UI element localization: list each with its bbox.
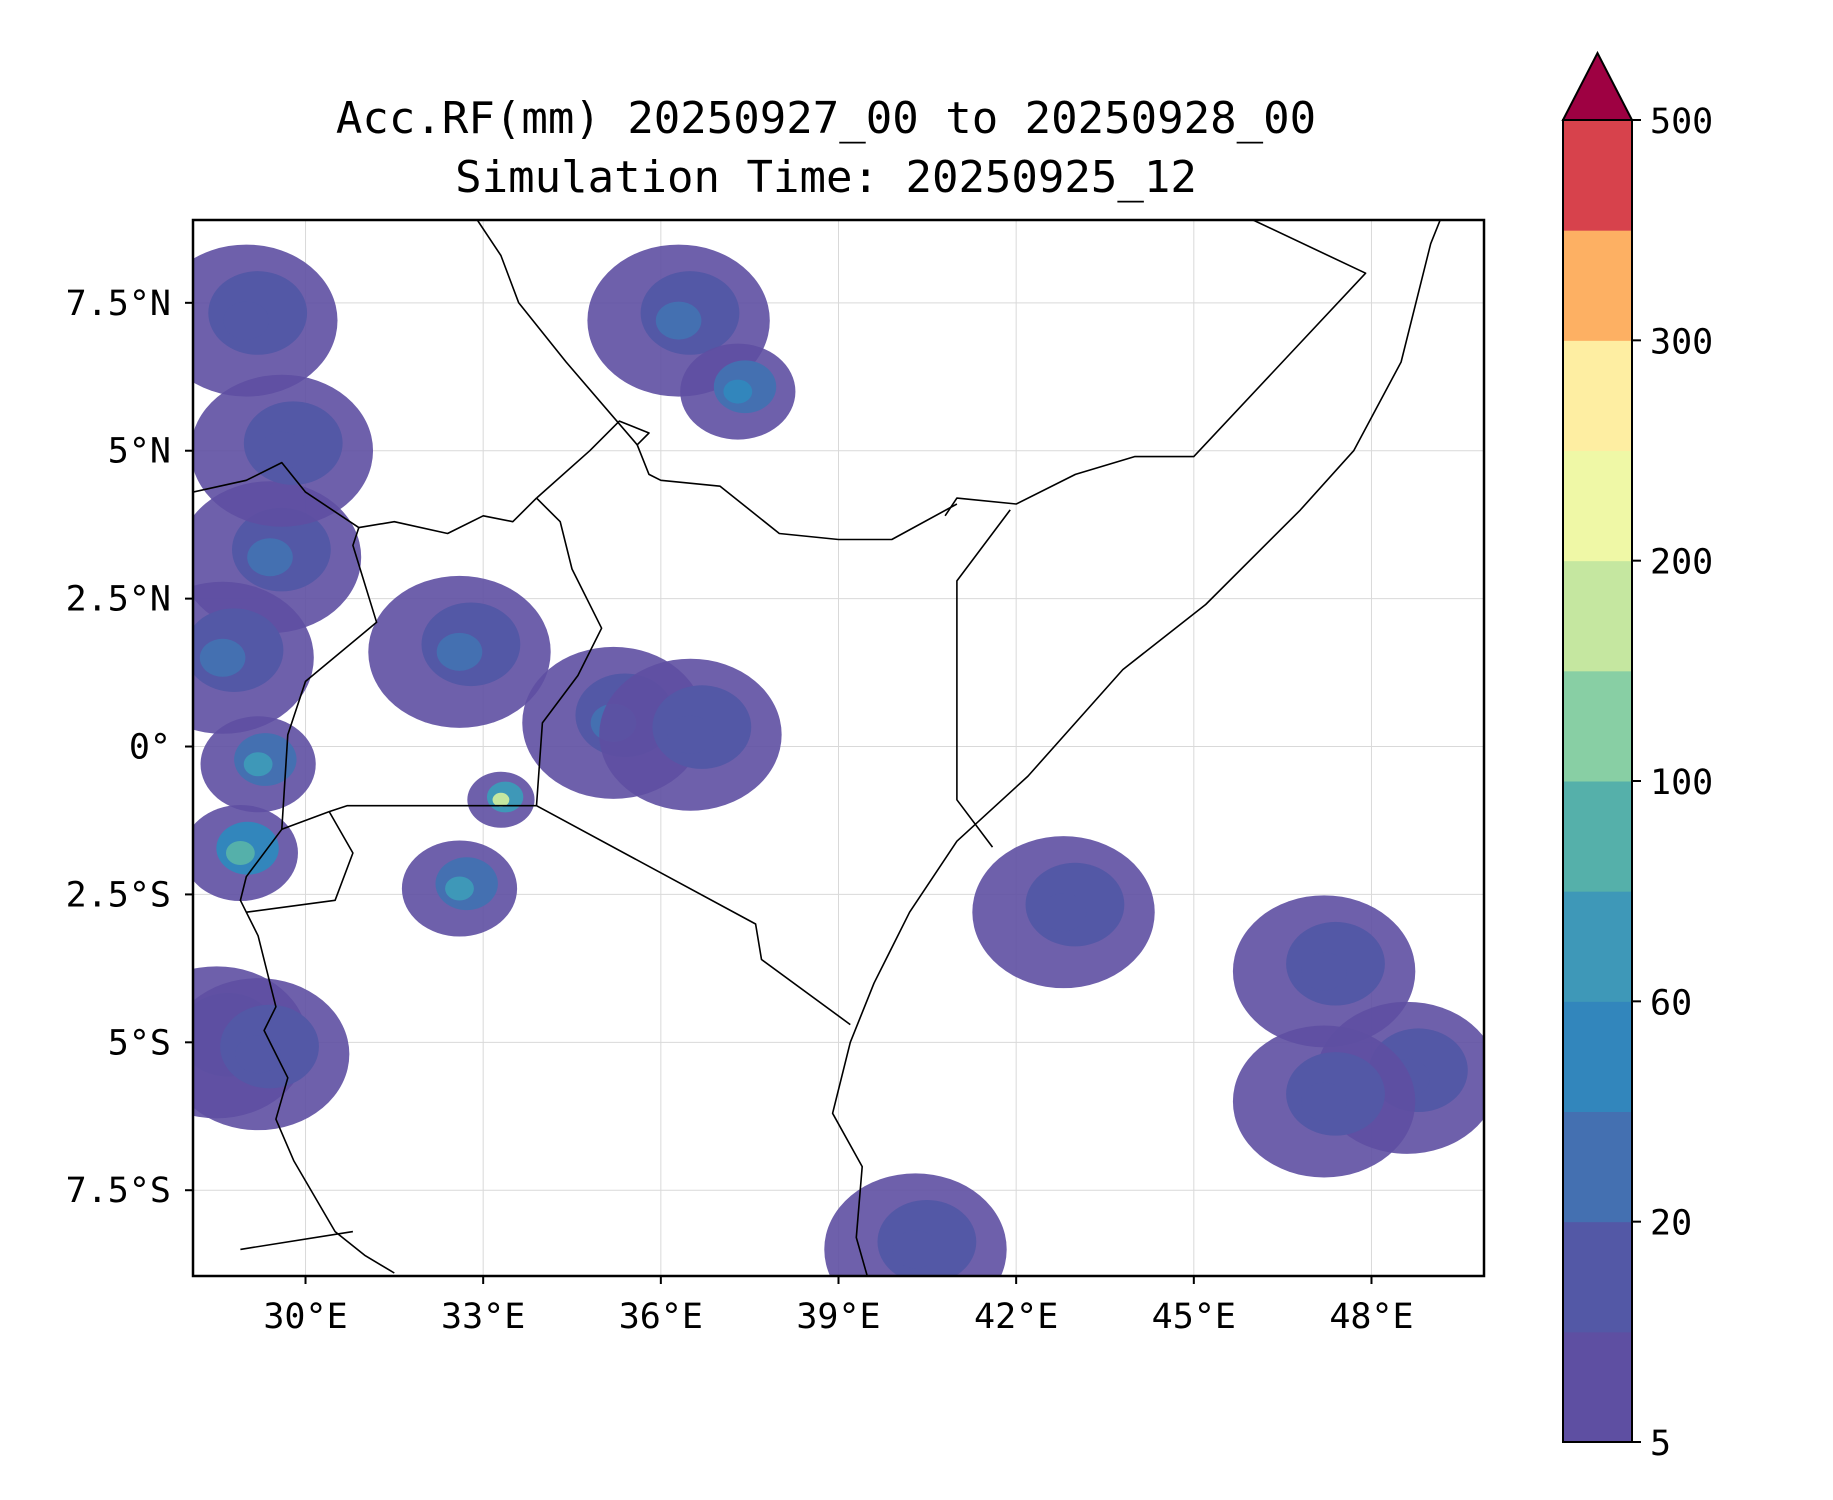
colorbar-segment — [1563, 1001, 1632, 1112]
colorbar-segment — [1563, 1221, 1632, 1333]
x-tick-label: 48°E — [1329, 1297, 1413, 1337]
rain-area-core — [1301, 952, 1347, 991]
rainfall-layer — [193, 244, 1484, 1276]
colorbar-extend-arrow — [1561, 50, 1634, 121]
border-kenya-uganda — [535, 497, 603, 806]
rain-area-core — [225, 841, 255, 866]
border-tz-zambia — [240, 1230, 354, 1251]
colorbar-tick-label: 300 — [1650, 322, 1713, 362]
colorbar-tick-label: 60 — [1650, 983, 1692, 1023]
rain-area-core — [1040, 893, 1087, 932]
border-rwanda-burundi — [245, 811, 395, 1274]
chart-subtitle: Simulation Time: 20250925_12 — [455, 152, 1197, 203]
rain-area-core — [723, 379, 753, 404]
rain-area-core — [199, 638, 246, 677]
rain-area-core — [235, 1035, 281, 1074]
y-tick-label: 2.5°S — [66, 875, 171, 915]
colorbar-segment — [1563, 230, 1632, 341]
y-tick-label: 5°S — [108, 1023, 171, 1063]
colorbar-tick-label: 500 — [1650, 102, 1713, 142]
colorbar-segment — [1563, 340, 1632, 451]
border-ssudan-drc — [193, 461, 360, 529]
chart-title: Acc.RF(mm) 20250927_00 to 20250928_00 — [336, 93, 1316, 144]
border-uganda-tanzania — [328, 804, 537, 813]
border-coastline — [831, 220, 1442, 1276]
rain-area-core — [259, 431, 305, 470]
colorbar-segment — [1563, 120, 1632, 231]
rain-area-core — [1301, 1082, 1347, 1121]
border-rwanda-w — [239, 828, 283, 913]
y-axis: 7.5°N 5°N 2.5°N 0° 2.5°S 5°S 7.5°S — [66, 284, 193, 1211]
x-tick-label: 42°E — [974, 1297, 1058, 1337]
x-tick-label: 30°E — [263, 1297, 347, 1337]
border-kenya-tanzania — [536, 804, 851, 1026]
colorbar-segment — [1563, 781, 1632, 892]
colorbar-segment — [1563, 670, 1632, 782]
border-somalia-ethiopia — [944, 220, 1367, 517]
colorbar-tick-label: 100 — [1650, 763, 1713, 803]
y-tick-label: 7.5°S — [66, 1171, 171, 1211]
colorbar: 5 20 60 100 200 300 500 — [1561, 50, 1713, 1464]
map-area — [193, 220, 1484, 1276]
x-tick-label: 36°E — [619, 1297, 703, 1337]
rain-area-core — [492, 792, 510, 807]
colorbar-tick-label: 5 — [1650, 1424, 1671, 1464]
colorbar-tick-label: 20 — [1650, 1204, 1692, 1244]
y-tick-label: 2.5°N — [66, 580, 171, 620]
y-tick-label: 0° — [129, 728, 171, 768]
colorbar-segment — [1563, 560, 1632, 672]
x-tick-label: 33°E — [441, 1297, 525, 1337]
colorbar-tick-label: 200 — [1650, 543, 1713, 583]
y-tick-label: 5°N — [108, 432, 171, 472]
x-axis: 30°E 33°E 36°E 39°E 42°E 45°E 48°E — [263, 1276, 1414, 1337]
border-kenya-somalia — [956, 509, 1011, 848]
rain-area-core — [445, 876, 474, 901]
colorbar-segment — [1563, 891, 1632, 1002]
x-tick-label: 39°E — [796, 1297, 880, 1337]
rain-area-core — [667, 715, 714, 754]
rain-area-core — [247, 538, 293, 577]
y-tick-label: 7.5°N — [66, 284, 171, 324]
colorbar-segment — [1563, 450, 1632, 562]
border-kenya-ethiopia — [636, 444, 958, 541]
border-uganda-ssudan — [358, 497, 538, 535]
country-borders — [193, 220, 1442, 1276]
colorbar-segment — [1563, 1111, 1632, 1223]
rain-area-core — [436, 632, 483, 671]
x-tick-label: 45°E — [1152, 1297, 1236, 1337]
border-ssudan-ethiopia — [476, 220, 650, 499]
rain-area-core — [655, 301, 702, 340]
rain-area-core — [223, 301, 270, 340]
rain-area-core — [892, 1230, 939, 1269]
colorbar-segment — [1563, 1331, 1632, 1443]
rain-area-core — [243, 752, 273, 777]
